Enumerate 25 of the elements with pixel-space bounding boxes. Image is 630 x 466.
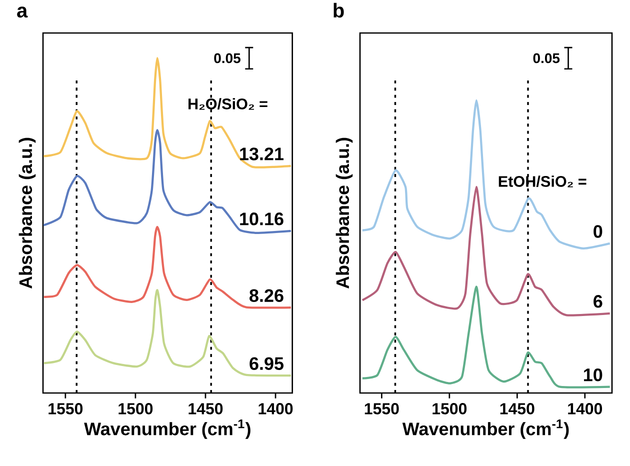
chart-title: a bbox=[17, 6, 28, 18]
x-tick-label: 1550 bbox=[48, 403, 83, 414]
x-tick-label: 1400 bbox=[568, 403, 602, 414]
x-axis-title: Wavenumber (cm$^{-1}$) bbox=[402, 420, 569, 439]
x-axis-title: Wavenumber (cm$^{-1}$) bbox=[84, 420, 250, 439]
x-tick-label: 1450 bbox=[188, 403, 223, 414]
legend-title: EtOH/SiO₂ = bbox=[498, 176, 586, 188]
series-label: 6.95 bbox=[250, 357, 284, 370]
chart-title: b bbox=[334, 2, 344, 18]
text: 0.05 bbox=[533, 53, 560, 64]
x-tick-label: 1400 bbox=[258, 403, 293, 414]
series-label: 10 bbox=[584, 368, 602, 382]
series-label: 6 bbox=[594, 295, 602, 308]
annotation: 0.05 bbox=[214, 53, 240, 64]
series-label: 0 bbox=[594, 225, 602, 238]
series-label: 13.21 bbox=[240, 148, 284, 160]
x-tick-label: 1500 bbox=[432, 403, 467, 414]
x-tick-label: 1550 bbox=[364, 403, 399, 414]
series-label: 10.16 bbox=[240, 212, 284, 226]
legend-title: H₂O/SiO₂ = bbox=[188, 98, 268, 110]
y-axis-title: Absorbance (a.u.) bbox=[18, 138, 36, 289]
x-tick-label: 1450 bbox=[500, 403, 534, 414]
x-tick-label: 1500 bbox=[118, 403, 153, 414]
series-label: 8.26 bbox=[250, 289, 284, 302]
y-axis-title: Absorbance (a.u.) bbox=[336, 138, 353, 289]
